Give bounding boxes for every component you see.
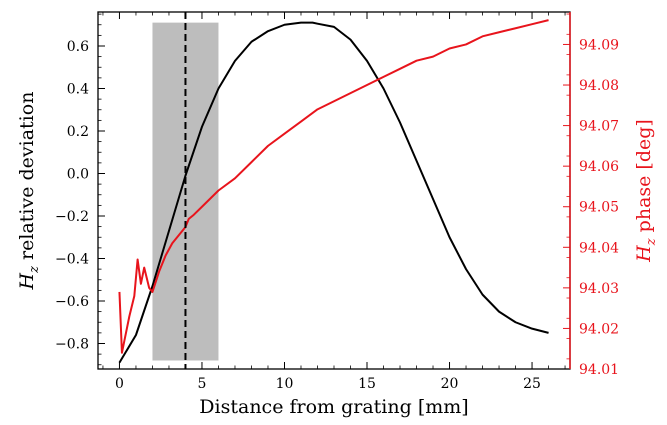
left-y-axis-label-subscript: z	[27, 266, 42, 274]
left-y-tick-label: −0.4	[55, 252, 89, 268]
right-y-tick-label: 94.03	[579, 281, 619, 297]
right-y-axis-label-text: phase [deg]	[633, 119, 655, 238]
right-y-tick-label: 94.07	[579, 119, 619, 135]
right-y-axis-label-symbol: H	[633, 245, 655, 263]
x-axis-label: Distance from grating [mm]	[199, 396, 468, 418]
left-y-tick-label: 0.2	[67, 124, 89, 140]
x-tick-label: 5	[198, 376, 207, 392]
right-y-axis-label: Hz phase [deg]	[633, 119, 659, 263]
right-y-tick-label: 94.04	[579, 240, 619, 256]
right-y-tick-label: 94.02	[579, 321, 619, 337]
left-y-tick-label: −0.2	[55, 209, 89, 225]
left-y-tick-label: −0.8	[55, 337, 89, 353]
left-y-axis-label-symbol: H	[16, 272, 38, 290]
left-y-axis-label-text: relative deviation	[16, 92, 38, 266]
right-y-tick-label: 94.05	[579, 200, 619, 216]
plot-layer	[118, 12, 549, 369]
left-y-tick-label: 0.6	[67, 39, 89, 55]
right-y-tick-label: 94.09	[579, 37, 619, 53]
left-y-axis-label: Hz relative deviation	[16, 92, 42, 291]
phase-line	[118, 19, 549, 354]
left-y-tick-label: 0.0	[67, 167, 89, 183]
x-tick-label: 10	[276, 376, 294, 392]
relative-deviation-line	[118, 21, 549, 364]
right-y-tick-label: 94.06	[579, 159, 619, 175]
x-tick-label: 15	[358, 376, 376, 392]
x-tick-label: 0	[115, 376, 124, 392]
ticks-layer: 0 5 10 15 20 25 −0.8 −0.6 −0.4 −0.2 0.0 0.2 0.4 0.6 94…	[55, 12, 619, 392]
right-y-tick-label: 94.01	[579, 362, 619, 378]
x-tick-label: 25	[523, 376, 541, 392]
x-tick-label: 20	[441, 376, 459, 392]
right-y-tick-label: 94.08	[579, 78, 619, 94]
right-y-axis-label-subscript: z	[644, 238, 659, 246]
left-y-tick-label: −0.6	[55, 294, 89, 310]
left-y-tick-label: 0.4	[67, 82, 89, 98]
